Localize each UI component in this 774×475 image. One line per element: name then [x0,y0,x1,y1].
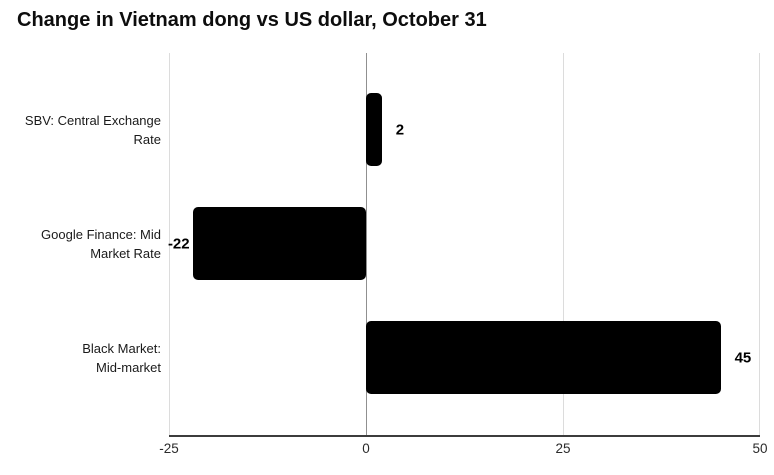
x-tick-label: 50 [752,441,768,456]
x-axis-line [169,435,760,437]
x-tick-label: 25 [555,441,571,456]
bar-value-label: -22 [167,235,190,252]
gridline [169,53,170,435]
gridline [563,53,564,435]
gridline [759,53,760,435]
bar-value-label: 45 [734,349,752,366]
bar [366,321,721,394]
category-label: Black Market: Mid-market [82,340,161,375]
category-label: Google Finance: Mid Market Rate [41,226,161,261]
x-tick-label: -25 [159,441,179,456]
plot-area [169,53,760,437]
bar [192,207,366,280]
bar [366,93,382,166]
x-tick-label: 0 [362,441,370,456]
chart-title: Change in Vietnam dong vs US dollar, Oct… [17,9,487,31]
zero-gridline [366,53,367,435]
category-label: SBV: Central Exchange Rate [24,112,161,147]
bar-value-label: 2 [395,121,405,138]
